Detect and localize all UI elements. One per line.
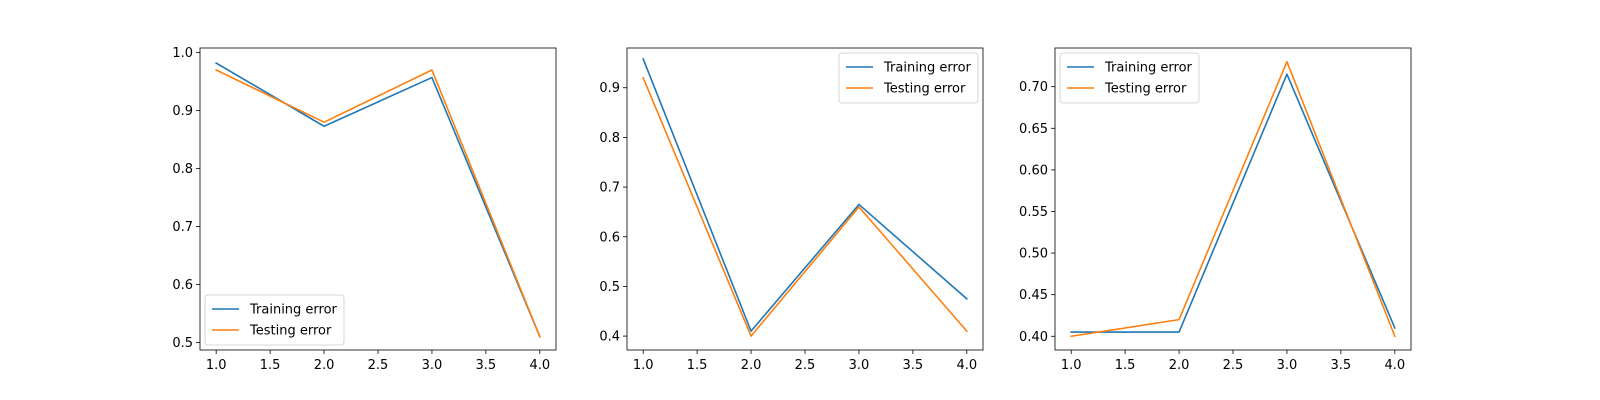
x-tick-label: 3.0 bbox=[849, 358, 870, 373]
legend-label-1: Training error bbox=[1104, 61, 1193, 76]
y-tick-label: 0.8 bbox=[599, 131, 620, 146]
legend-box bbox=[838, 52, 979, 104]
axes-frame bbox=[199, 47, 557, 351]
legend-label-1: Training error bbox=[883, 61, 972, 76]
series-line-1 bbox=[215, 61, 541, 338]
x-tick-label: 3.0 bbox=[422, 358, 443, 373]
x-tick-label: 2.5 bbox=[1223, 358, 1244, 373]
y-tick-label: 0.7 bbox=[599, 181, 620, 196]
x-tick-label: 1.5 bbox=[1115, 358, 1136, 373]
chart-3: 1.0 1.5 2.0 2.5 3.0 3.5 4.0 0.40 0.45 0.50 0.55 0.6… bbox=[1019, 47, 1412, 373]
x-tick-label: 1.0 bbox=[1061, 358, 1082, 373]
legend-box bbox=[204, 294, 345, 346]
x-tick-label: 1.0 bbox=[206, 358, 227, 373]
x-tick-label: 2.5 bbox=[368, 358, 389, 373]
y-tick-label: 0.5 bbox=[599, 280, 620, 295]
y-tick-label: 0.4 bbox=[599, 330, 620, 345]
y-tick-label: 0.60 bbox=[1019, 163, 1048, 178]
y-tick-label: 0.45 bbox=[1019, 288, 1048, 303]
x-tick-label: 2.5 bbox=[795, 358, 816, 373]
y-tick-label: 0.55 bbox=[1019, 205, 1048, 220]
legend-label-1: Training error bbox=[249, 303, 338, 318]
x-tick-label: 4.0 bbox=[529, 358, 550, 373]
axes-frame bbox=[626, 47, 984, 351]
legend-box bbox=[1059, 52, 1200, 104]
y-tick-label: 0.7 bbox=[172, 220, 193, 235]
legend: Training error Testing error bbox=[1059, 52, 1200, 104]
legend-label-2: Testing error bbox=[249, 324, 332, 339]
y-tick-label: 0.65 bbox=[1019, 122, 1048, 137]
x-tick-label: 1.0 bbox=[633, 358, 654, 373]
x-tick-label: 3.5 bbox=[476, 358, 497, 373]
axes-frame bbox=[1054, 47, 1412, 351]
x-tick-label: 2.0 bbox=[314, 358, 335, 373]
y-tick-label: 1.0 bbox=[172, 46, 193, 61]
y-tick-label: 0.40 bbox=[1019, 330, 1048, 345]
legend: Training error Testing error bbox=[204, 294, 345, 346]
x-tick-label: 3.5 bbox=[903, 358, 924, 373]
series-line-2 bbox=[1070, 60, 1396, 338]
y-tick-label: 0.9 bbox=[599, 81, 620, 96]
x-tick-label: 1.5 bbox=[687, 358, 708, 373]
x-tick-label: 1.5 bbox=[260, 358, 281, 373]
legend-label-2: Testing error bbox=[1104, 82, 1187, 97]
x-tick-label: 4.0 bbox=[1384, 358, 1405, 373]
chart-1: 1.0 1.5 2.0 2.5 3.0 3.5 4.0 0.5 0.6 0.7 0.8 0.9 1.0 T… bbox=[172, 46, 557, 373]
y-tick-label: 0.6 bbox=[599, 230, 620, 245]
y-tick-label: 0.5 bbox=[172, 336, 193, 351]
legend: Training error Testing error bbox=[838, 52, 979, 104]
series-line-1 bbox=[642, 57, 968, 332]
x-tick-label: 4.0 bbox=[956, 358, 977, 373]
x-tick-label: 3.0 bbox=[1277, 358, 1298, 373]
x-tick-label: 2.0 bbox=[1169, 358, 1190, 373]
y-tick-label: 0.50 bbox=[1019, 247, 1048, 262]
chart-2: 1.0 1.5 2.0 2.5 3.0 3.5 4.0 0.4 0.5 0.6 0.7 0.8 0.9 T… bbox=[599, 47, 984, 373]
x-tick-label: 3.5 bbox=[1331, 358, 1352, 373]
series-line-2 bbox=[642, 76, 968, 337]
y-tick-label: 0.70 bbox=[1019, 80, 1048, 95]
legend-label-2: Testing error bbox=[883, 82, 966, 97]
y-tick-label: 0.6 bbox=[172, 278, 193, 293]
series-line-1 bbox=[1070, 73, 1396, 333]
x-tick-label: 2.0 bbox=[741, 358, 762, 373]
y-tick-label: 0.9 bbox=[172, 104, 193, 119]
y-tick-label: 0.8 bbox=[172, 162, 193, 177]
series-line-2 bbox=[215, 68, 541, 338]
